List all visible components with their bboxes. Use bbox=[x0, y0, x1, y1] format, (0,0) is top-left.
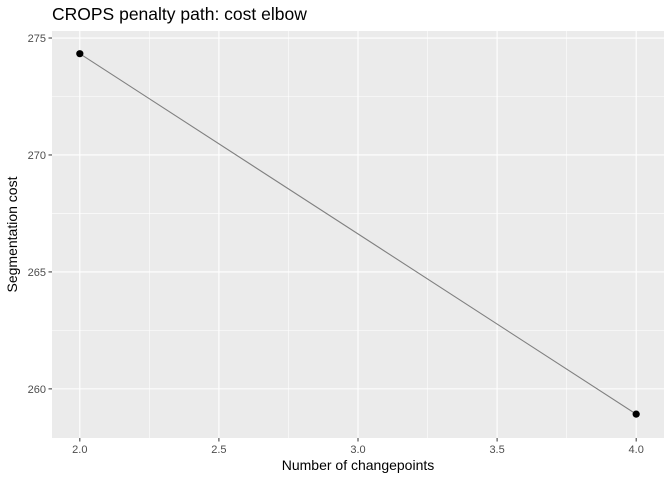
y-tick-label: 275 bbox=[28, 33, 46, 45]
x-axis-title: Number of changepoints bbox=[282, 457, 435, 473]
y-axis-title: Segmentation cost bbox=[4, 176, 20, 292]
chart-title: CROPS penalty path: cost elbow bbox=[52, 4, 307, 24]
tick-labels: 2.0 2.5 3.0 3.5 4.0 260 265 270 275 bbox=[28, 33, 644, 456]
x-tick-label: 2.5 bbox=[211, 444, 226, 456]
y-tick-label: 265 bbox=[28, 267, 46, 279]
x-tick-label: 2.0 bbox=[72, 444, 87, 456]
x-tick-label: 3.5 bbox=[489, 444, 504, 456]
y-tick-label: 260 bbox=[28, 384, 46, 396]
series-layer bbox=[76, 50, 640, 418]
axis-ticks bbox=[48, 37, 637, 442]
x-tick-label: 3.0 bbox=[350, 444, 365, 456]
data-point bbox=[76, 50, 84, 58]
series-line bbox=[79, 53, 637, 415]
data-point bbox=[632, 410, 640, 418]
x-tick-label: 4.0 bbox=[629, 444, 644, 456]
y-tick-label: 270 bbox=[28, 150, 46, 162]
